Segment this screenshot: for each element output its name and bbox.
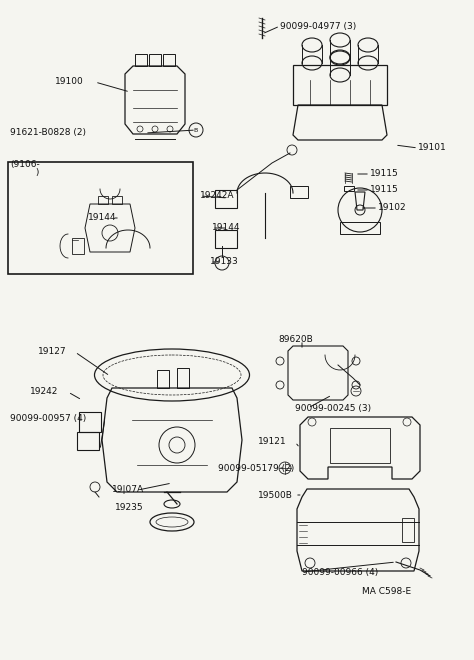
- Text: 89620B: 89620B: [278, 335, 313, 345]
- Bar: [77, 432, 99, 450]
- Text: 19100: 19100: [55, 77, 84, 86]
- Bar: [157, 370, 169, 388]
- Bar: [72, 238, 84, 254]
- Bar: [402, 518, 414, 542]
- Text: 90099-00966 (4): 90099-00966 (4): [302, 568, 378, 576]
- Bar: [135, 54, 147, 66]
- Text: 19235: 19235: [115, 504, 144, 513]
- Text: (9106-: (9106-: [10, 160, 40, 168]
- Text: 19121: 19121: [258, 438, 287, 447]
- Bar: [340, 222, 380, 234]
- Text: ): ): [10, 168, 39, 176]
- Bar: [215, 190, 237, 208]
- Text: MA C598-E: MA C598-E: [362, 587, 411, 597]
- Bar: [290, 186, 308, 198]
- Text: B: B: [194, 127, 198, 133]
- Text: 19144: 19144: [88, 213, 117, 222]
- Text: 19115: 19115: [370, 170, 399, 178]
- Text: 19242A: 19242A: [200, 191, 235, 201]
- Text: 91621-B0828 (2): 91621-B0828 (2): [10, 129, 86, 137]
- Text: 90099-00957 (4): 90099-00957 (4): [10, 414, 86, 422]
- Bar: [8, 162, 193, 274]
- Text: 19133: 19133: [210, 257, 239, 267]
- Text: 19144: 19144: [212, 224, 240, 232]
- Text: 19101: 19101: [418, 143, 447, 152]
- Bar: [149, 54, 161, 66]
- Text: 90099-00245 (3): 90099-00245 (3): [295, 403, 371, 412]
- Text: 19|07A: 19|07A: [112, 486, 144, 494]
- Bar: [177, 368, 189, 388]
- Bar: [163, 54, 175, 66]
- Bar: [330, 428, 390, 463]
- Bar: [79, 412, 101, 432]
- Text: 19242: 19242: [30, 387, 58, 397]
- Text: 19127: 19127: [38, 348, 67, 356]
- Text: 19115: 19115: [370, 185, 399, 195]
- Text: 90099-04977 (3): 90099-04977 (3): [280, 22, 356, 30]
- Bar: [112, 196, 122, 204]
- Text: 19500B: 19500B: [258, 490, 293, 500]
- Bar: [98, 196, 108, 204]
- Bar: [344, 186, 354, 191]
- Text: 19102: 19102: [378, 203, 407, 213]
- Text: 90099-05179 (2): 90099-05179 (2): [218, 463, 294, 473]
- Bar: [215, 230, 237, 248]
